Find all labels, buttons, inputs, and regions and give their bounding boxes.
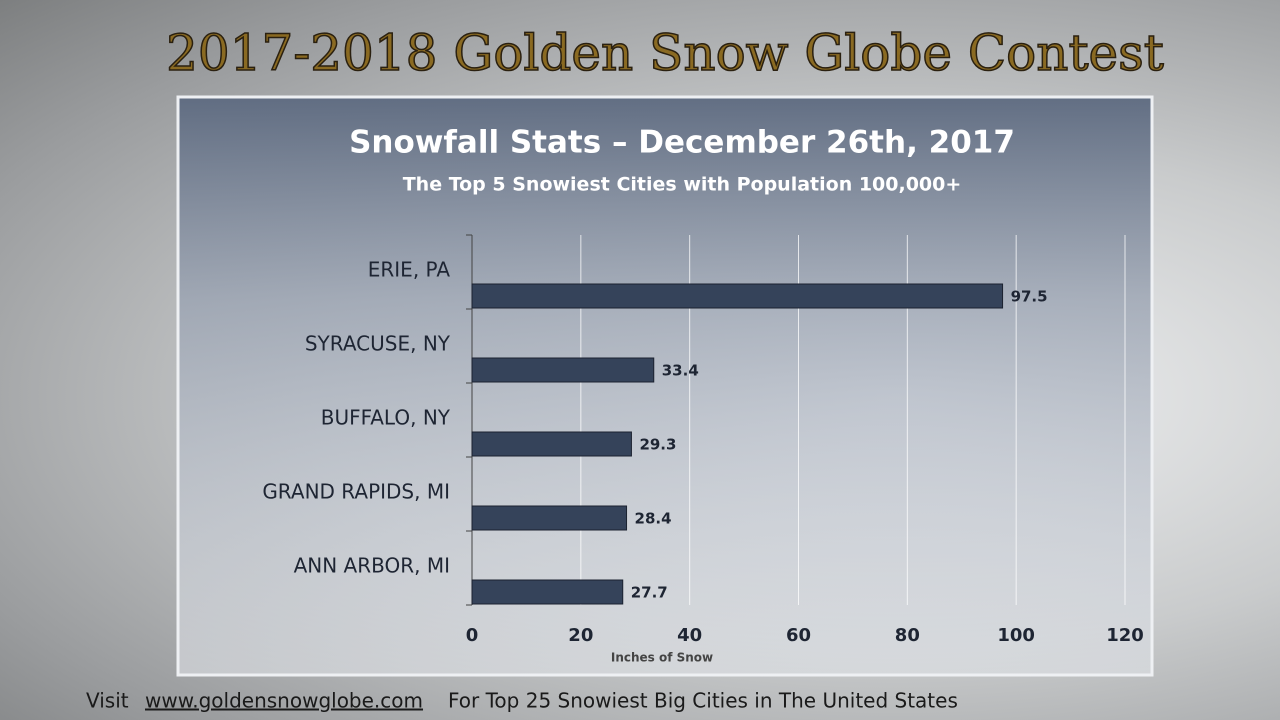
y-tick-label: ANN ARBOR, MI — [294, 554, 450, 578]
data-label: 33.4 — [662, 362, 699, 380]
bar — [471, 431, 632, 457]
plot: 0 20 40 60 80 100 120 ERIE, PA 97.5 SYRACUSE, NY 3… — [262, 234, 1144, 646]
footer-text: Visit — [86, 689, 129, 713]
x-tick-label: 120 — [1106, 625, 1144, 646]
x-tick-label: 100 — [997, 625, 1035, 646]
x-tick-label: 40 — [677, 625, 702, 646]
bar — [471, 357, 655, 383]
slide-title: 2017-2018 Golden Snow Globe Contest — [166, 24, 1164, 82]
data-label: 28.4 — [635, 510, 672, 528]
chart-subtitle: The Top 5 Snowiest Cities with Populatio… — [403, 174, 962, 196]
y-tick-label: ERIE, PA — [368, 258, 451, 282]
footer-text: For Top 25 Snowiest Big Cities in The Un… — [448, 689, 958, 713]
chart-panel — [176, 95, 1154, 677]
footer-link[interactable]: www.goldensnowglobe.com — [145, 689, 423, 713]
y-tick-label: GRAND RAPIDS, MI — [262, 480, 450, 504]
x-tick-label: 60 — [786, 625, 811, 646]
data-label: 27.7 — [631, 584, 668, 602]
y-tick-label: SYRACUSE, NY — [305, 332, 451, 356]
x-axis-label: Inches of Snow — [611, 651, 713, 665]
x-tick-label: 80 — [895, 625, 920, 646]
chart-title: Snowfall Stats – December 26th, 2017 — [349, 125, 1015, 161]
x-tick-label: 20 — [568, 625, 593, 646]
bar — [471, 579, 624, 605]
y-tick-label: BUFFALO, NY — [321, 406, 451, 430]
bar — [471, 505, 628, 531]
x-tick-label: 0 — [466, 625, 479, 646]
data-label: 97.5 — [1011, 288, 1048, 306]
bar — [471, 283, 1004, 309]
data-label: 29.3 — [639, 436, 676, 454]
